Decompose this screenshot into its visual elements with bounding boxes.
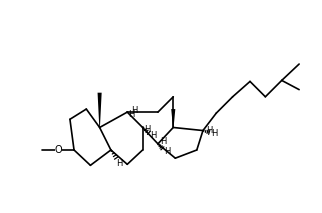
Text: H: H — [160, 137, 166, 146]
Text: H: H — [164, 147, 170, 155]
Text: H: H — [145, 125, 151, 134]
Text: H: H — [206, 126, 212, 135]
Text: H: H — [211, 129, 217, 138]
Text: H: H — [150, 131, 156, 140]
Text: H: H — [116, 159, 122, 168]
Polygon shape — [98, 93, 102, 127]
Polygon shape — [171, 109, 175, 127]
Text: H: H — [128, 110, 135, 119]
Text: O: O — [55, 145, 62, 155]
Text: H: H — [131, 106, 137, 115]
